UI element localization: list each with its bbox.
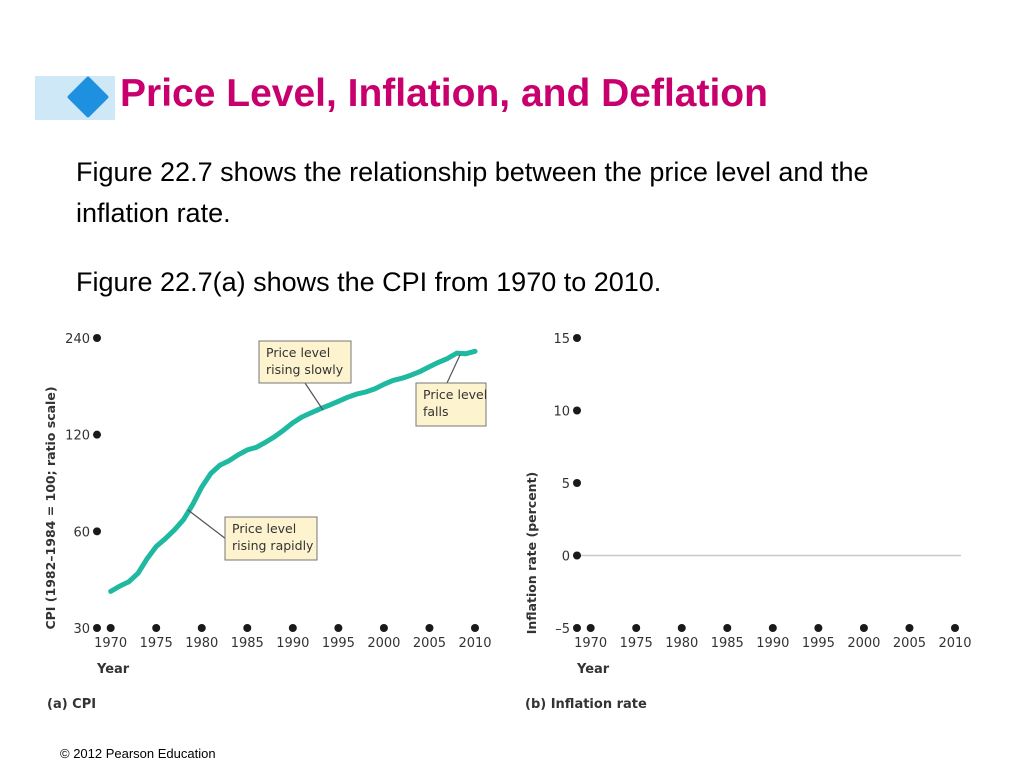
callout-box [258,340,352,384]
cpi-series-line [108,348,478,594]
y-tick-label: 120 [65,429,90,444]
x-tick-label: 2000 [847,636,880,651]
copyright-footer: © 2012 Pearson Education [60,746,216,761]
y-tick-dot [573,334,581,342]
y-tick-dot [573,479,581,487]
y-tick-label: 5 [562,477,570,492]
callout-leader-line [187,509,227,540]
x-tick-dot [379,624,388,632]
x-tick-label: 1990 [276,636,309,651]
x-tick-label: 1970 [94,636,127,651]
y-tick-label: 0 [562,550,570,565]
x-tick-label: 1980 [185,636,218,651]
y-tick-dot [93,527,101,536]
callout-box [224,516,318,561]
x-tick-dot [243,624,252,632]
x-tick-dot [905,624,914,632]
callout-leader-line [304,382,324,411]
y-tick-dot [93,430,101,439]
x-tick-dot [471,624,479,632]
x-tick-label: 1970 [574,636,607,651]
y-tick-label: –5 [555,622,570,637]
x-tick-dot [586,624,595,632]
x-tick-dot [288,624,297,632]
inflation-chart: 15 10 5 0 –5 1970 1975 1980 1985 1990 1995 2000 2005… [524,332,972,712]
y-tick-label: 30 [73,622,90,637]
x-tick-label: 1980 [665,636,698,651]
x-tick-label: 1995 [322,636,355,651]
cpi-chart: 30 60 120 240 1970 1975 1980 1985 1990 1995 2000 20… [43,332,492,712]
x-tick-dot [859,624,868,632]
x-tick-label: 1975 [140,636,173,651]
chart-caption: (b) Inflation rate [525,697,647,712]
callout-leader-line [446,354,461,384]
y-tick-label: 240 [65,332,90,347]
callout-text: rising slowly [266,362,344,377]
callout-1: Price level rising slowly [258,340,352,411]
x-tick-label: 1975 [620,636,653,651]
x-tick-dot [106,624,115,632]
x-axis-label: Year [96,662,130,677]
x-tick-label: 1995 [802,636,835,651]
callout-2: Price level falls [415,354,487,427]
y-tick-dot [93,624,101,632]
x-tick-dot [152,624,161,632]
x-tick-label: 1990 [756,636,789,651]
chart-caption: (a) CPI [47,697,96,712]
callout-box [415,382,487,427]
x-tick-dot [334,624,343,632]
y-axis-label: CPI (1982–1984 = 100; ratio scale) [43,386,58,629]
x-tick-label: 2010 [938,636,971,651]
x-tick-dot [197,624,206,632]
callout-text: falls [423,404,449,419]
y-tick-label: 15 [553,332,570,347]
x-tick-dot [768,624,777,632]
y-tick-dot [573,406,581,415]
x-tick-dot [723,624,732,632]
x-tick-dot [425,624,434,632]
x-tick-label: 2005 [413,636,446,651]
callout-text: Price level [266,345,330,360]
callout-text: Price level [232,521,296,536]
x-tick-label: 1985 [231,636,264,651]
y-tick-dot [573,624,581,632]
y-tick-dot [93,334,101,342]
callout-text: Price level [423,387,487,402]
x-axis-label: Year [576,662,610,677]
callout-3: Price level rising rapidly [187,509,318,561]
x-tick-dot [632,624,641,632]
y-axis-label: Inflation rate (percent) [524,472,539,635]
slide-title: Price Level, Inflation, and Deflation [120,72,768,115]
x-tick-dot [951,624,959,632]
x-tick-label: 1985 [711,636,744,651]
x-tick-label: 2000 [367,636,400,651]
y-tick-label: 10 [553,405,570,420]
y-tick-label: 60 [73,525,90,540]
paragraph-relationship: Figure 22.7 shows the relationship betwe… [76,157,869,228]
x-tick-label: 2005 [893,636,926,651]
callout-text: rising rapidly [232,538,314,553]
x-tick-label: 2010 [458,636,491,651]
y-tick-dot [573,551,581,560]
x-tick-dot [814,624,823,632]
paragraph-cpi: Figure 22.7(a) shows the CPI from 1970 t… [76,267,662,297]
x-tick-dot [677,624,686,632]
